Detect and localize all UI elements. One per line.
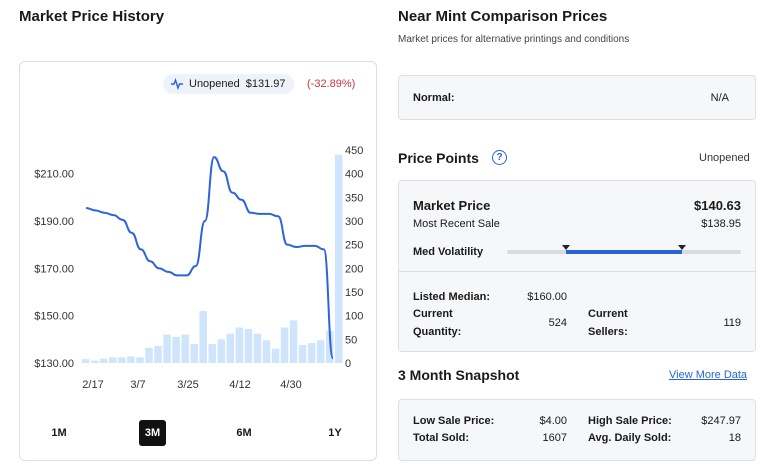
volume-bar (289, 320, 298, 363)
y-right-tick-label: 0 (345, 358, 351, 370)
volume-bar (262, 340, 271, 363)
y-right-tick-label: 450 (345, 145, 363, 157)
volume-bar (244, 328, 253, 363)
normal-value: N/A (710, 92, 729, 104)
volume-bar (235, 327, 244, 363)
total-sold-value: 1607 (542, 432, 567, 444)
volatility-label: Med Volatility (413, 246, 484, 258)
range-1y-button[interactable]: 1Y (328, 427, 342, 439)
current-quantity-label: Current (413, 308, 453, 320)
volume-bar (172, 336, 180, 363)
view-more-data-link[interactable]: View More Data (669, 369, 748, 381)
volume-bar (199, 310, 207, 363)
current-sellers-label: Current (588, 308, 628, 320)
y-right-tick-label: 250 (345, 240, 363, 252)
price-line (85, 156, 334, 360)
volume-bar (190, 344, 198, 363)
current-sellers-value: 119 (723, 317, 741, 329)
current-quantity-label-2: Quantity: (413, 326, 462, 338)
y-right-tick-label: 350 (345, 192, 363, 204)
volume-bar (226, 333, 235, 363)
volume-bar (208, 344, 217, 363)
x-tick-label: 3/25 (177, 379, 198, 391)
recent-sale-label: Most Recent Sale (413, 218, 500, 230)
x-tick-label: 3/7 (130, 379, 145, 391)
high-sale-label: High Sale Price: (588, 415, 672, 427)
market-price-value: $140.63 (694, 198, 741, 213)
x-tick-label: 4/12 (229, 379, 250, 391)
y-left-tick-label: $210.00 (34, 169, 74, 181)
y-left-tick-label: $190.00 (34, 216, 74, 228)
snapshot-card: Low Sale Price: $4.00 Total Sold: 1607 H… (398, 399, 756, 461)
volume-bar (82, 359, 90, 363)
listed-median-label: Listed Median: (413, 291, 491, 303)
y-left-tick-label: $130.00 (34, 358, 74, 370)
volume-bar (280, 327, 289, 363)
price-points-divider (399, 271, 755, 272)
range-3m-button[interactable]: 3M (139, 420, 166, 446)
volume-bar (181, 334, 189, 363)
market-price-label: Market Price (413, 198, 491, 213)
high-sale-value: $247.97 (701, 415, 741, 427)
y-right-tick-label: 50 (345, 334, 357, 346)
y-right-tick-label: 300 (345, 216, 363, 228)
price-points-card: Market Price $140.63 Most Recent Sale $1… (398, 180, 756, 352)
range-6m-button[interactable]: 6M (236, 427, 252, 439)
volume-bar (253, 333, 262, 363)
low-sale-label: Low Sale Price: (413, 415, 495, 427)
volume-bar (91, 360, 99, 363)
normal-price-card: Normal: N/A (398, 75, 756, 120)
avg-daily-sold-label: Avg. Daily Sold: (588, 432, 672, 444)
y-right-tick-label: 100 (345, 311, 363, 323)
volume-bar (100, 358, 108, 363)
x-tick-label: 4/30 (280, 379, 301, 391)
volume-bar (298, 345, 307, 363)
market-price-history-title: Market Price History (19, 8, 165, 25)
range-1m-button[interactable]: 1M (51, 427, 67, 439)
volume-bar (136, 357, 144, 363)
total-sold-label: Total Sold: (413, 432, 470, 444)
y-right-tick-label: 200 (345, 263, 363, 275)
volume-bar (163, 334, 171, 363)
price-change-percent: (-32.89%) (307, 78, 356, 90)
volume-bar (145, 347, 153, 363)
recent-sale-value: $138.95 (701, 218, 741, 230)
volume-bar (271, 348, 280, 363)
volume-bar (154, 345, 162, 363)
comparison-prices-title: Near Mint Comparison Prices (398, 8, 608, 25)
volume-bar (217, 339, 226, 363)
volume-bar (334, 154, 343, 363)
listed-median-value: $160.00 (527, 291, 567, 303)
avg-daily-sold-value: 18 (728, 432, 741, 444)
y-right-tick-label: 400 (345, 169, 363, 181)
volume-bar (109, 357, 117, 363)
price-points-title: Price Points (398, 150, 479, 166)
snapshot-title: 3 Month Snapshot (398, 367, 520, 383)
y-right-tick-label: 150 (345, 287, 363, 299)
x-tick-label: 2/17 (82, 379, 103, 391)
unopened-price-pill: Unopened $131.97 (163, 74, 294, 94)
volume-bar (127, 356, 135, 363)
normal-label: Normal: (413, 92, 455, 104)
price-points-variant: Unopened (699, 152, 750, 164)
pill-price: $131.97 (245, 78, 286, 90)
current-quantity-value: 524 (548, 317, 567, 329)
volume-bar (316, 340, 325, 363)
volume-bar (118, 357, 126, 363)
volatility-meter (507, 245, 741, 254)
y-left-tick-label: $150.00 (34, 311, 74, 323)
pill-label: Unopened (189, 78, 240, 90)
help-icon[interactable]: ? (492, 150, 507, 165)
volume-bar (307, 343, 316, 363)
low-sale-value: $4.00 (539, 415, 567, 427)
current-sellers-label-2: Sellers: (588, 326, 628, 338)
pulse-icon (171, 78, 183, 90)
volume-bar (325, 330, 334, 363)
comparison-prices-subtitle: Market prices for alternative printings … (398, 34, 630, 45)
y-left-tick-label: $170.00 (34, 263, 74, 275)
